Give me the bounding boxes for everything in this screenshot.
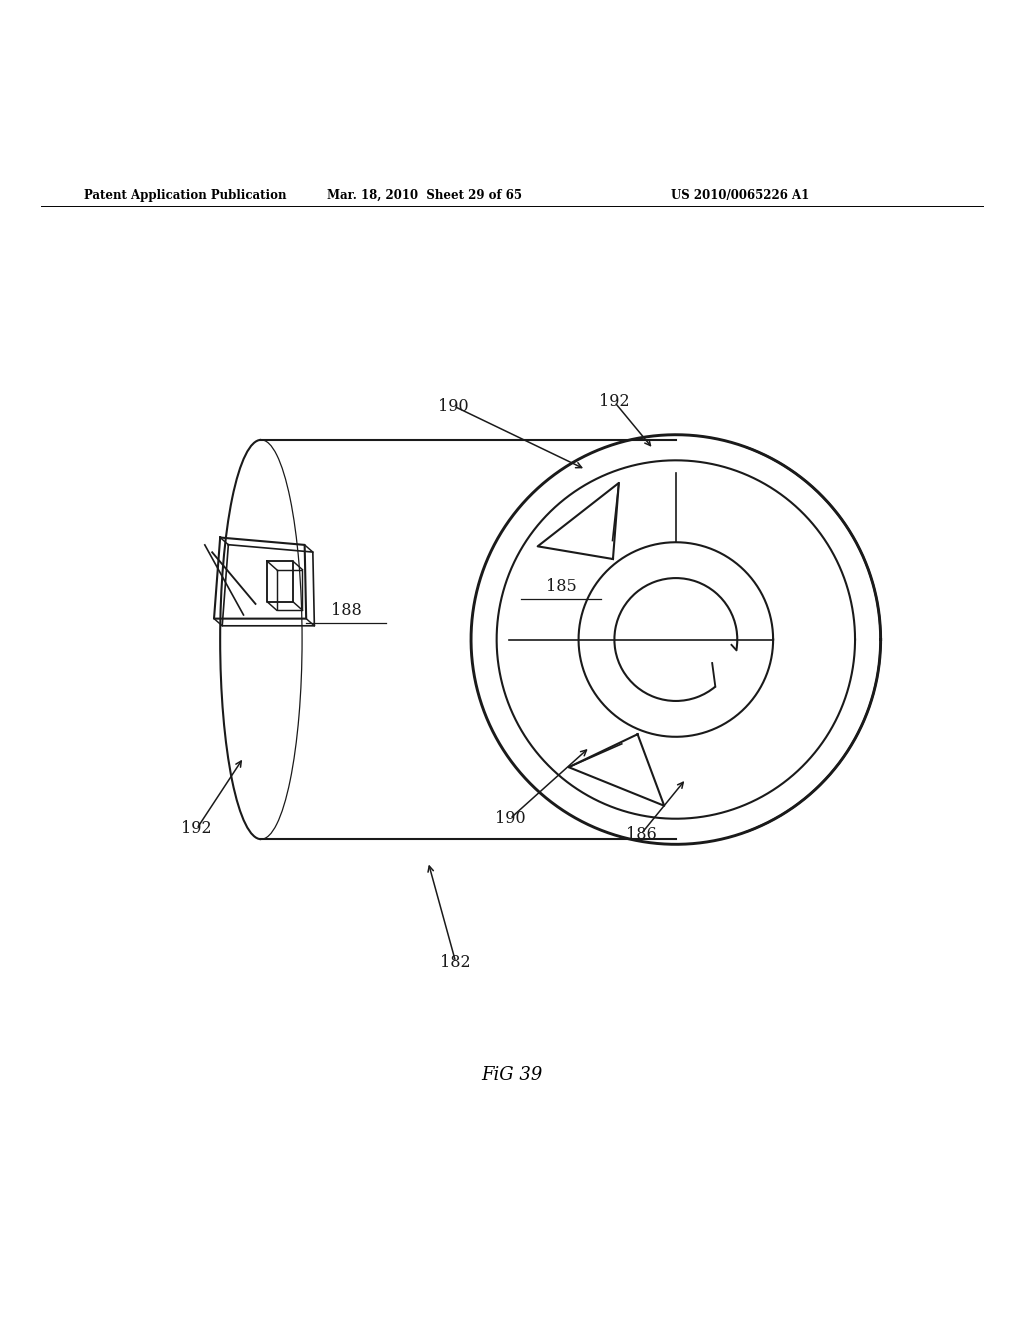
Text: 188: 188 [331,602,361,619]
Text: 192: 192 [599,393,630,411]
Text: 186: 186 [626,825,656,842]
Text: 190: 190 [495,810,525,828]
Text: Patent Application Publication: Patent Application Publication [84,189,287,202]
Text: 190: 190 [438,397,469,414]
Text: 182: 182 [440,953,471,970]
Text: 185: 185 [546,578,577,595]
Text: 192: 192 [181,821,212,837]
Text: Mar. 18, 2010  Sheet 29 of 65: Mar. 18, 2010 Sheet 29 of 65 [328,189,522,202]
Text: FiG 39: FiG 39 [481,1065,543,1084]
Text: US 2010/0065226 A1: US 2010/0065226 A1 [671,189,809,202]
